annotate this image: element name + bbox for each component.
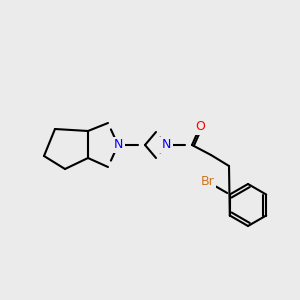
Text: N: N [113, 139, 123, 152]
Text: Br: Br [200, 175, 214, 188]
Text: O: O [195, 121, 205, 134]
Text: N: N [161, 139, 171, 152]
